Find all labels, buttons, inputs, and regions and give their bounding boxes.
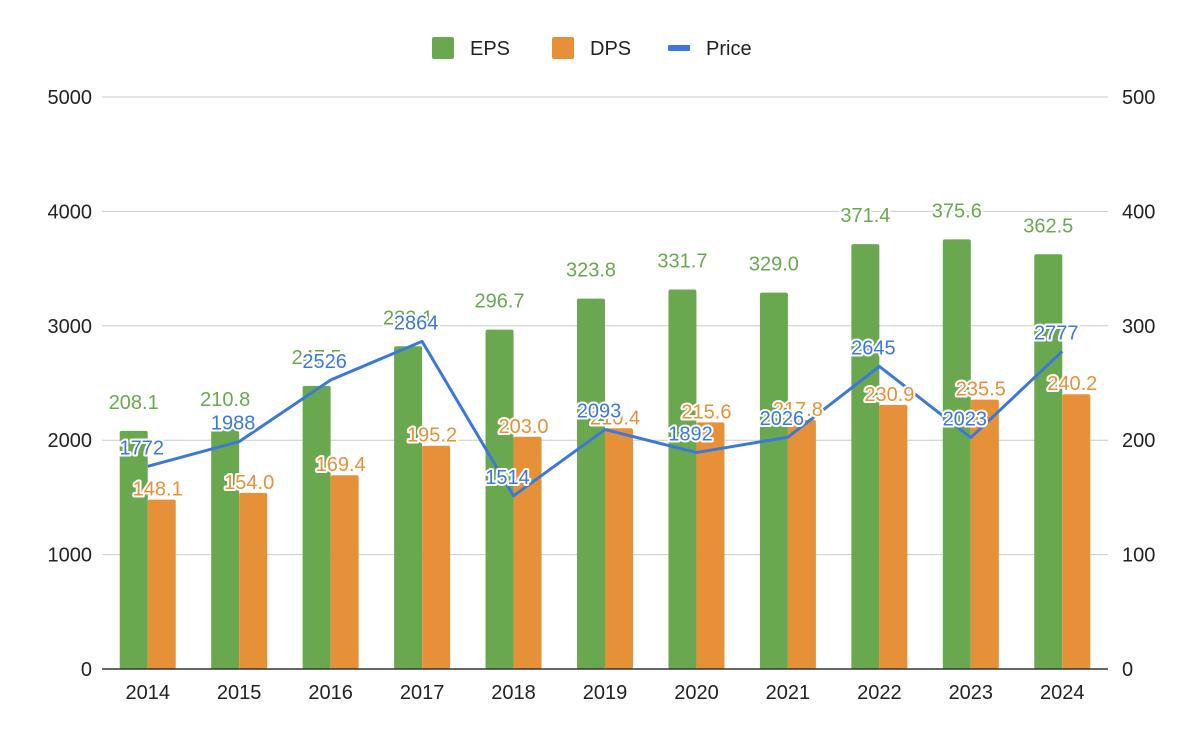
x-tick-label: 2017	[400, 682, 445, 704]
x-tick-label: 2020	[674, 682, 719, 704]
legend-price-item: Price	[668, 38, 752, 60]
price-data-label: 1772	[119, 437, 164, 459]
y-left-tick-label: 1000	[48, 545, 93, 567]
dps-bar	[422, 445, 451, 669]
price-data-label: 2864	[394, 312, 439, 334]
dps-data-label: 215.6	[681, 401, 731, 423]
price-data-label: 1892	[668, 424, 713, 446]
dps-bar	[513, 436, 542, 669]
eps-data-label: 329.0	[749, 254, 799, 276]
legend-price-swatch	[668, 45, 690, 51]
eps-data-label: 375.6	[932, 200, 982, 222]
dps-data-label: 195.2	[407, 425, 457, 447]
x-tick-label: 2023	[949, 682, 994, 704]
dps-data-label: 217.8	[773, 399, 823, 421]
eps-bar	[759, 292, 788, 669]
legend-eps-label: EPS	[470, 38, 510, 60]
eps-bar	[119, 430, 148, 669]
eps-data-label: 362.5	[1023, 215, 1073, 237]
dps-data-label: 169.4	[316, 454, 366, 476]
dps-data-label: 203.0	[499, 416, 549, 438]
eps-bar	[394, 346, 423, 669]
y-right-tick-label: 100	[1122, 545, 1155, 567]
axes: 0 1000 2000 3000 4000 5000 0 100 200 300 400 500 201…	[48, 87, 1156, 704]
price-data-label: 1514	[485, 467, 530, 489]
legend: EPS DPS Price	[432, 37, 752, 60]
price-data-label: 2026	[760, 408, 805, 430]
y-right-tick-label: 500	[1122, 87, 1155, 109]
y-left-tick-label: 2000	[48, 430, 93, 452]
dps-bar	[239, 492, 268, 669]
x-tick-label: 2022	[857, 682, 902, 704]
dps-bar	[147, 499, 176, 669]
eps-bar	[942, 239, 971, 669]
dps-bar	[605, 428, 633, 669]
dps-bar	[1062, 394, 1091, 669]
eps-data-label: 282.1	[383, 307, 433, 329]
x-tick-label: 2016	[308, 682, 353, 704]
eps-bar	[577, 298, 605, 669]
price-data-label: 2645	[851, 337, 896, 359]
x-tick-label: 2018	[491, 682, 536, 704]
price-data-label: 2023	[943, 409, 988, 431]
y-left-tick-label: 4000	[48, 201, 93, 223]
y-right-tick-label: 0	[1122, 659, 1133, 681]
eps-data-label: 210.8	[200, 389, 250, 411]
dps-data-label: 230.9	[864, 384, 914, 406]
legend-dps-swatch	[552, 37, 574, 59]
y-left-tick-label: 0	[81, 659, 92, 681]
price-data-label: 2777	[1034, 322, 1079, 344]
eps-data-label: 247.5	[292, 347, 342, 369]
dps-data-label: 154.0	[224, 472, 274, 494]
legend-dps-label: DPS	[590, 38, 631, 60]
legend-price-label: Price	[706, 38, 752, 60]
eps-data-label: 296.7	[475, 291, 525, 313]
dps-data-label: 235.5	[956, 379, 1006, 401]
eps-data-label: 323.8	[566, 260, 616, 282]
y-right-tick-label: 200	[1122, 430, 1155, 452]
price-data-label: 1988	[211, 413, 256, 435]
price-line-group	[147, 339, 1064, 498]
price-data-label: 2526	[302, 351, 347, 373]
eps-data-label: 208.1	[109, 392, 159, 414]
x-tick-label: 2021	[766, 682, 811, 704]
dps-data-label: 148.1	[133, 479, 183, 501]
x-tick-label: 2019	[583, 682, 628, 704]
eps-bar	[668, 289, 697, 669]
eps-data-label: 331.7	[657, 251, 707, 273]
dps-data-label: 240.2	[1047, 373, 1097, 395]
dps-bar	[696, 422, 725, 669]
bars	[119, 239, 1091, 670]
legend-eps-swatch	[432, 37, 454, 59]
x-tick-label: 2014	[125, 682, 170, 704]
legend-dps-item: DPS	[552, 37, 631, 60]
dps-data-label: 210.4	[590, 407, 640, 429]
dps-bar	[879, 404, 908, 669]
eps-bar	[211, 427, 240, 669]
price-data-label: 2093	[577, 401, 622, 423]
y-right-tick-label: 400	[1122, 201, 1155, 223]
eps-bar	[485, 329, 514, 669]
eps-bar	[302, 385, 331, 669]
y-right-tick-label: 300	[1122, 316, 1155, 338]
y-left-tick-label: 3000	[48, 316, 93, 338]
dps-bar	[970, 399, 999, 669]
dps-bar	[787, 419, 816, 669]
eps-bar	[851, 244, 880, 669]
eps-bar	[1034, 254, 1063, 670]
dps-bar	[330, 475, 359, 669]
x-tick-label: 2015	[217, 682, 262, 704]
data-labels: 208.1 210.8 247.5 282.1 296.7 323.8 331.7 329.0…	[107, 198, 1100, 502]
eps-data-label: 371.4	[840, 205, 890, 227]
y-left-tick-label: 5000	[48, 87, 93, 109]
x-tick-label: 2024	[1040, 682, 1085, 704]
legend-eps-item: EPS	[432, 37, 510, 60]
